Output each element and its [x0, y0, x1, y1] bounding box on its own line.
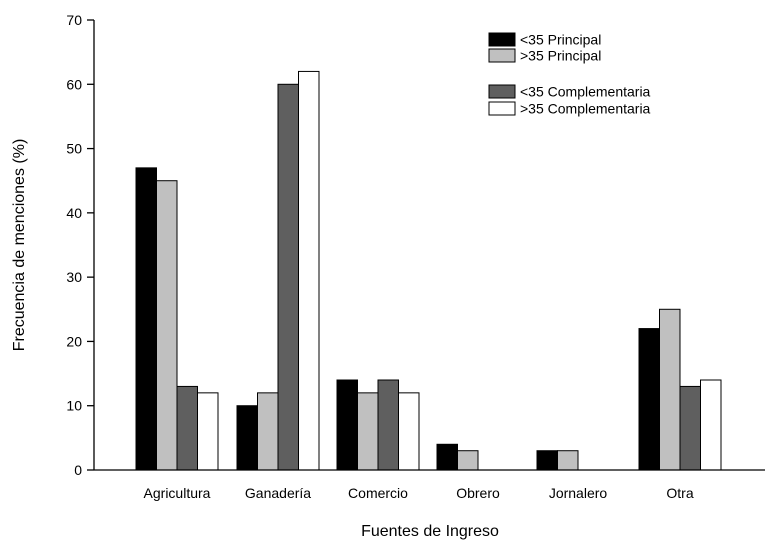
- y-tick-label: 0: [74, 462, 82, 478]
- y-tick-label: 60: [66, 76, 82, 92]
- bar-obrero-series-2: [457, 450, 479, 471]
- bar-otra-series-1: [638, 328, 660, 471]
- bar-ganadería-series-3: [277, 83, 299, 471]
- legend-swatch: [488, 32, 516, 47]
- bar-otra-series-2: [659, 308, 681, 471]
- y-tick-label: 20: [66, 333, 82, 349]
- bar-otra-series-3: [679, 385, 701, 471]
- bar-ganadería-series-1: [236, 405, 258, 471]
- x-tick-label: Jornalero: [549, 485, 608, 501]
- x-tick-label: Obrero: [456, 485, 500, 501]
- bar-agricultura-series-4: [197, 392, 219, 471]
- y-tick-label: 70: [66, 12, 82, 28]
- bar-jornalero-series-1: [536, 450, 558, 471]
- x-tick-label: Agricultura: [144, 485, 211, 501]
- y-tick-label: 10: [66, 398, 82, 414]
- y-axis-title: Frecuencia de menciones (%): [11, 139, 28, 352]
- bar-comercio-series-4: [398, 392, 420, 471]
- x-tick-label: Ganadería: [245, 485, 311, 501]
- legend-swatch: [488, 48, 516, 63]
- bar-jornalero-series-2: [557, 450, 579, 471]
- axes: [93, 20, 765, 471]
- legend-swatch: [488, 101, 516, 116]
- y-ticks: 0 10 20 30 40 50 60 70: [66, 12, 94, 478]
- legend-label: <35 Complementaria: [520, 84, 651, 100]
- bar-comercio-series-1: [336, 379, 358, 471]
- bar-agricultura-series-3: [176, 385, 198, 471]
- bar-comercio-series-2: [357, 392, 379, 471]
- legend-label: >35 Complementaria: [520, 101, 651, 117]
- x-tick-label: Otra: [666, 485, 693, 501]
- x-tick-label: Comercio: [348, 485, 408, 501]
- y-tick-label: 50: [66, 141, 82, 157]
- legend-label: >35 Principal: [520, 48, 601, 64]
- bars-layer: [135, 70, 722, 471]
- bar-obrero-series-1: [436, 443, 458, 471]
- bar-agricultura-series-1: [135, 167, 157, 471]
- x-tick-labels: Agricultura Ganadería Comercio Obrero Jornal…: [144, 485, 694, 501]
- bar-comercio-series-3: [377, 379, 399, 471]
- x-axis-title: Fuentes de Ingreso: [361, 523, 499, 540]
- bar-agricultura-series-2: [156, 180, 178, 471]
- legend-swatch: [488, 84, 516, 99]
- bar-ganadería-series-2: [257, 392, 279, 471]
- bar-ganadería-series-4: [298, 70, 320, 471]
- bar-otra-series-4: [700, 379, 722, 471]
- legend-label: <35 Principal: [520, 32, 601, 48]
- y-tick-label: 30: [66, 269, 82, 285]
- y-tick-label: 40: [66, 205, 82, 221]
- legend: <35 Principal>35 Principal <35 Complement…: [488, 32, 651, 117]
